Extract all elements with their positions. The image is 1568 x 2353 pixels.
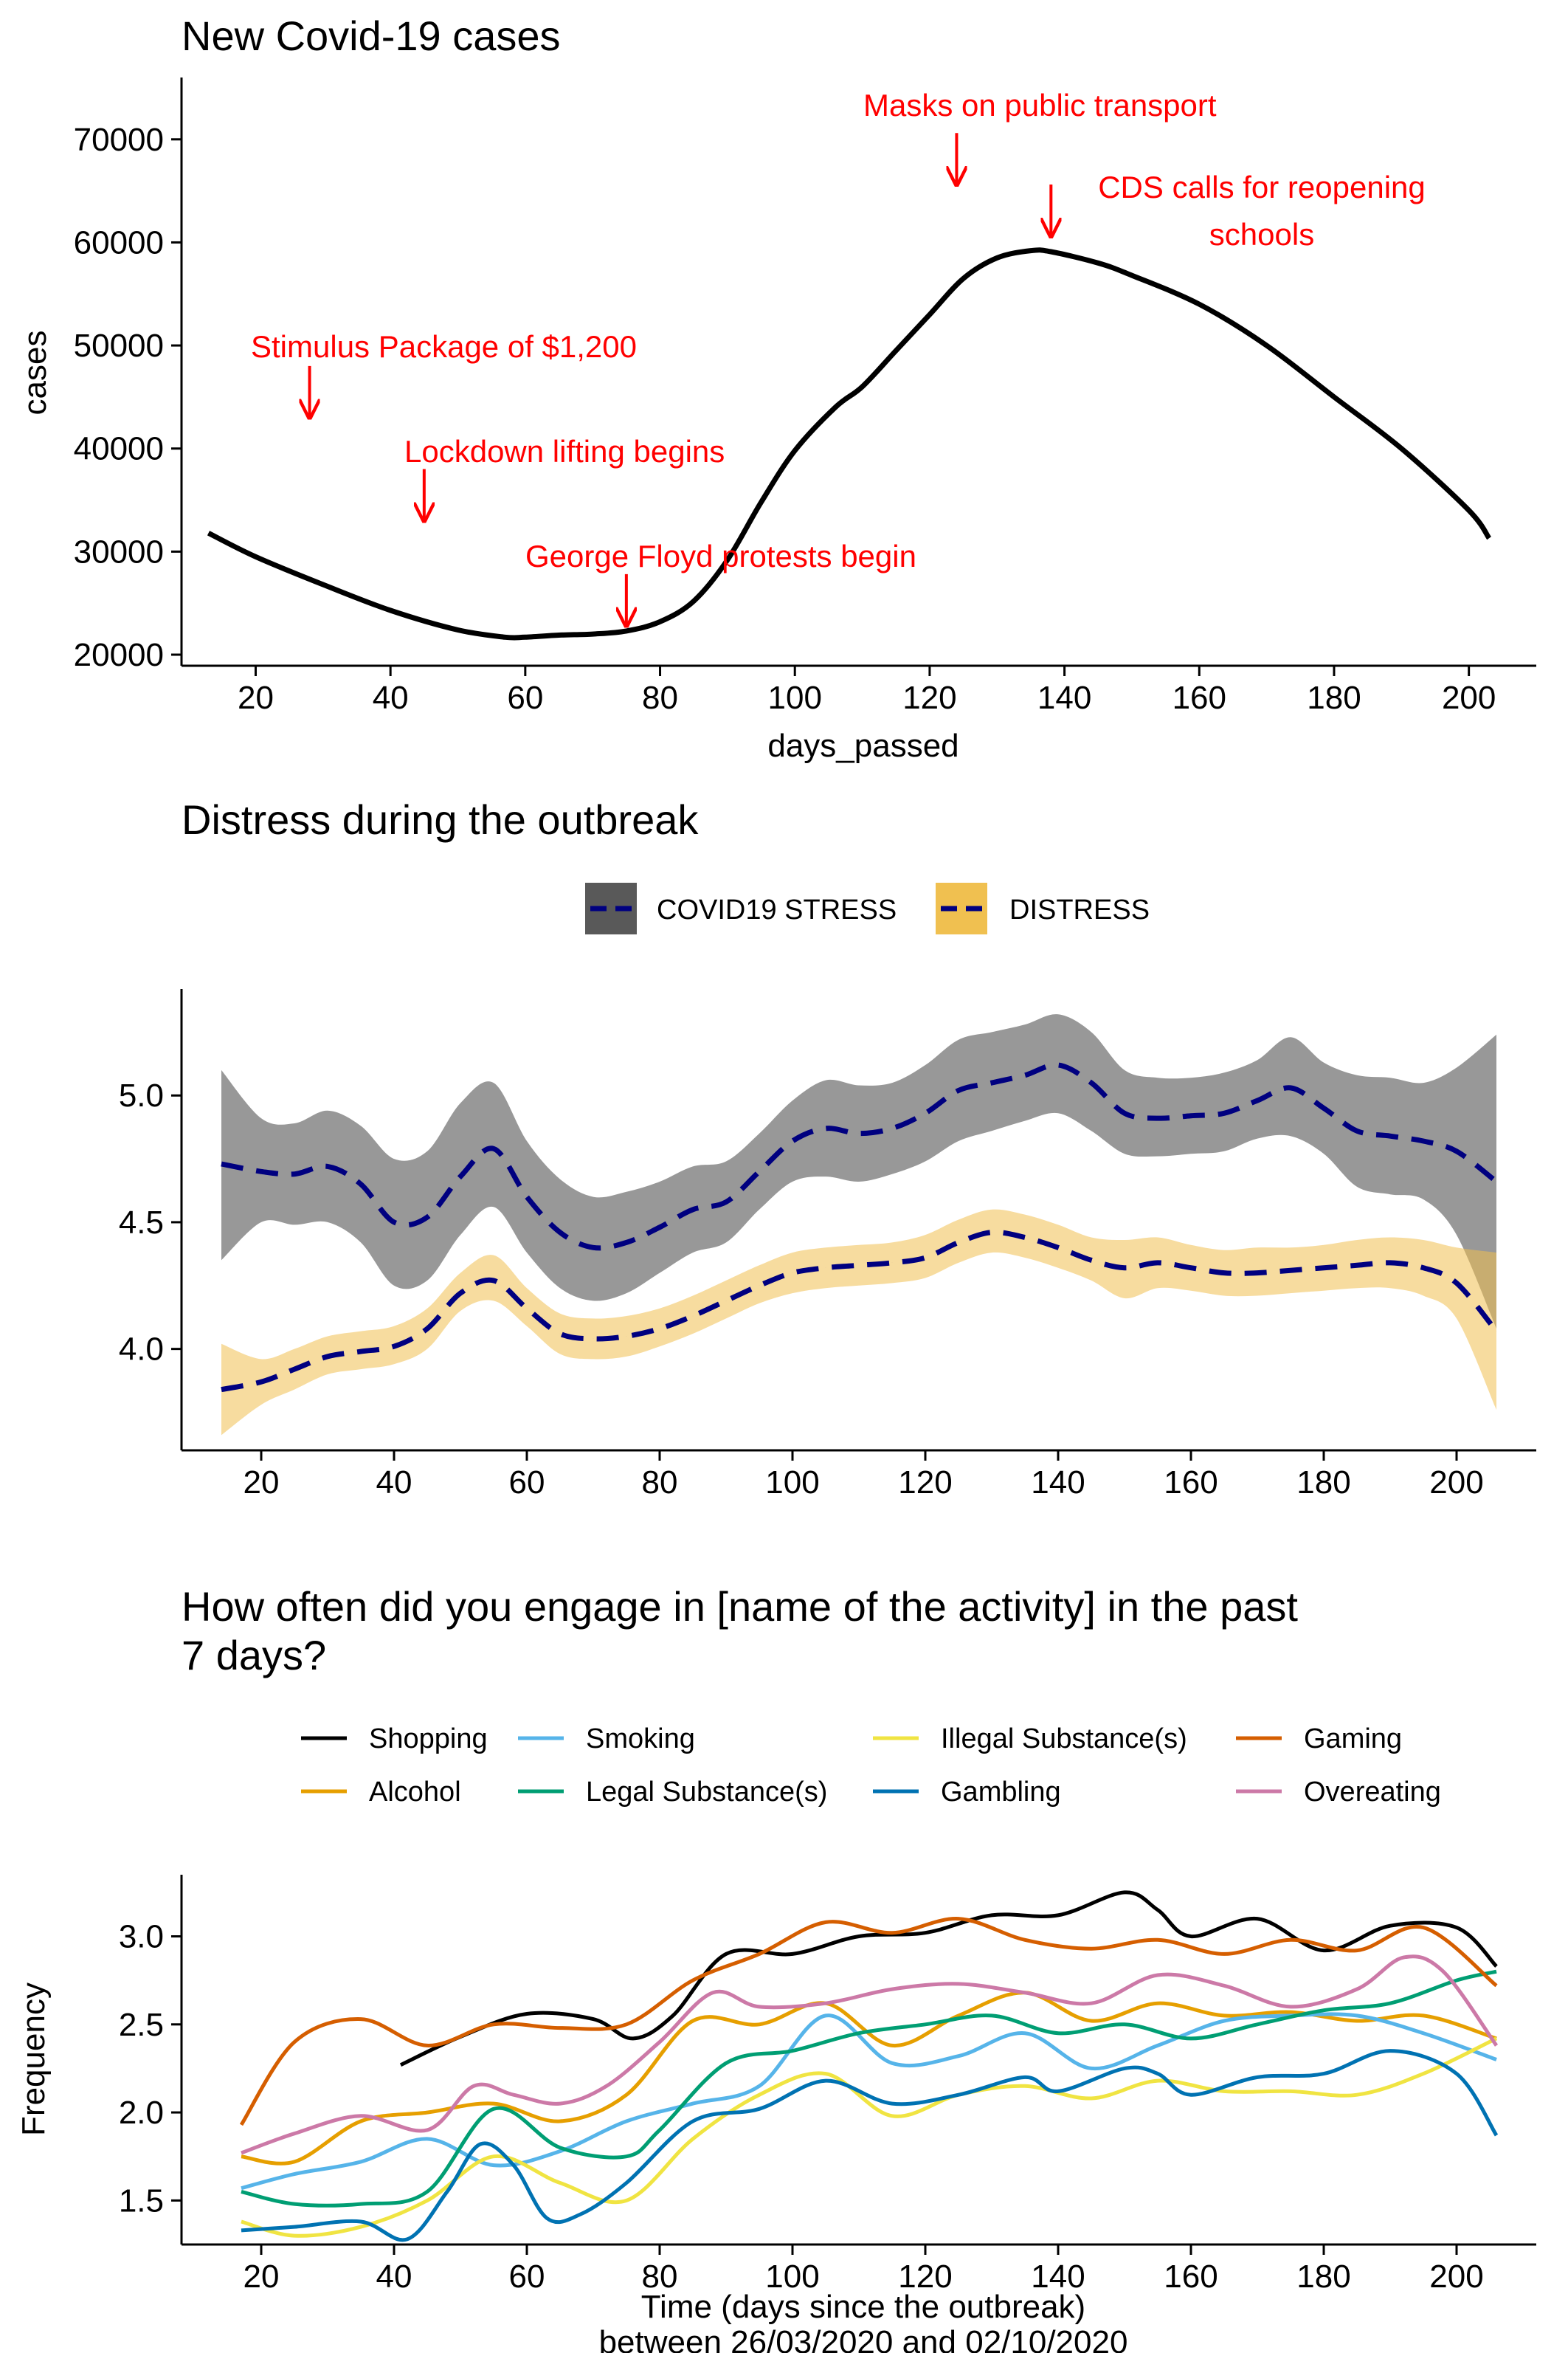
activities-x-tick-label-140: 140 — [1031, 2259, 1085, 2295]
legend-label-legal-substance-s: Legal Substance(s) — [586, 1777, 827, 1808]
activities-chart-title-line2: 7 days? — [182, 1632, 326, 1678]
activities-x-tick-label-60: 60 — [509, 2259, 545, 2295]
line-alcohol — [241, 1991, 1497, 2166]
line-overeating — [241, 1954, 1499, 2155]
cases-x-tick-label-200: 200 — [1442, 680, 1496, 716]
cases-y-tick-label-30000: 30000 — [74, 534, 164, 570]
line-distress — [221, 1230, 1499, 1393]
distress-x-tick-label-60: 60 — [509, 1464, 545, 1501]
activities-x-tick-label-200: 200 — [1429, 2259, 1483, 2295]
cases-ticks: 20 40 60 80 100 120 140 160 180 200 20000 30000 4000… — [74, 122, 1496, 716]
line-illegal-substance-s — [241, 2036, 1498, 2238]
distress-ticks: 20 40 60 80 100 120 140 160 180 200 4.0 4.5 5.0 — [119, 1078, 1484, 1501]
panel-distress: Distress during the outbreak COVID19 STR… — [119, 796, 1536, 1501]
annotation-floyd: George Floyd protests begin — [525, 539, 916, 573]
cases-chart-title: New Covid-19 cases — [182, 13, 561, 59]
activities-legend: Shopping Alcohol Smoking Legal Substance(s)… — [301, 1723, 1441, 1808]
activities-chart-title: How often did you engage in [name of the… — [182, 1583, 1298, 1630]
cases-plot-area — [207, 247, 1492, 641]
cases-x-tick-label-80: 80 — [642, 680, 678, 716]
activities-y-tick-label-2.5: 2.5 — [119, 2007, 164, 2043]
cases-y-axis-label: cases — [17, 331, 53, 416]
annotation-stimulus: Stimulus Package of $1,200 — [251, 329, 637, 364]
activities-x-tick-label-100: 100 — [765, 2259, 819, 2295]
distress-x-tick-label-80: 80 — [642, 1464, 678, 1501]
activities-y-tick-label-1.5: 1.5 — [119, 2183, 164, 2219]
cases-x-tick-label-100: 100 — [768, 680, 822, 716]
cases-x-tick-label-180: 180 — [1307, 680, 1361, 716]
distress-plot-area — [221, 1014, 1499, 1436]
activities-x-tick-label-120: 120 — [898, 2259, 952, 2295]
activities-x-axis-label: Time (days since the outbreak) — [641, 2289, 1085, 2325]
band-covid19-stress — [221, 1014, 1496, 1329]
annotation-lockdown: Lockdown lifting begins — [404, 434, 725, 469]
cases-x-tick-label-140: 140 — [1037, 680, 1091, 716]
annotation-masks: Masks on public transport — [863, 88, 1217, 123]
legend-label-illegal-substance-s: Illegal Substance(s) — [941, 1723, 1187, 1754]
distress-x-tick-label-200: 200 — [1429, 1464, 1483, 1501]
cases-line — [207, 247, 1492, 641]
cases-annotations: Stimulus Package of $1,200 Lockdown lift… — [251, 88, 1426, 626]
legend-label-alcohol: Alcohol — [369, 1777, 461, 1808]
activities-x-tick-label-20: 20 — [244, 2259, 280, 2295]
cases-x-tick-label-120: 120 — [902, 680, 956, 716]
activities-x-axis-label-line2: between 26/03/2020 and 02/10/2020 — [599, 2324, 1128, 2353]
cases-y-tick-label-60000: 60000 — [74, 224, 164, 261]
distress-legend: COVID19 STRESS DISTRESS — [585, 883, 1150, 934]
cases-x-axis-label: days_passed — [767, 728, 959, 764]
distress-x-tick-label-20: 20 — [244, 1464, 280, 1501]
cases-x-tick-label-20: 20 — [238, 680, 274, 716]
distress-x-tick-label-40: 40 — [376, 1464, 412, 1501]
legend-label-gambling: Gambling — [941, 1777, 1061, 1808]
distress-y-tick-label-5: 5.0 — [119, 1078, 164, 1114]
activities-y-tick-label-3: 3.0 — [119, 1919, 164, 1955]
legend-label-distress: DISTRESS — [1009, 895, 1150, 926]
activities-plot-area — [239, 1890, 1499, 2242]
activities-x-tick-label-180: 180 — [1296, 2259, 1350, 2295]
distress-y-tick-label-4.5: 4.5 — [119, 1205, 164, 1241]
line-legal-substance-s — [241, 1969, 1497, 2208]
distress-x-tick-label-180: 180 — [1296, 1464, 1350, 1501]
activities-ticks: 20 40 60 80 100 120 140 160 180 200 1.5 2.0 2.5 3.0 — [119, 1919, 1484, 2295]
cases-y-tick-label-20000: 20000 — [74, 637, 164, 673]
legend-label-overeating: Overeating — [1304, 1777, 1441, 1808]
legend-label-smoking: Smoking — [586, 1723, 695, 1754]
activities-y-axis-label: Frequency — [15, 1982, 52, 2136]
panel-cases: New Covid-19 cases 20 40 60 80 100 120 140 160 1… — [17, 13, 1536, 764]
cases-x-tick-label-40: 40 — [373, 680, 409, 716]
legend-label-shopping: Shopping — [369, 1723, 488, 1754]
activities-x-tick-label-40: 40 — [376, 2259, 412, 2295]
cases-x-tick-label-60: 60 — [507, 680, 543, 716]
activities-x-tick-label-160: 160 — [1164, 2259, 1218, 2295]
line-smoking — [241, 2012, 1497, 2191]
cases-y-tick-label-50000: 50000 — [74, 328, 164, 364]
line-gambling — [241, 2049, 1499, 2242]
legend-label-gaming: Gaming — [1304, 1723, 1402, 1754]
distress-x-tick-label-160: 160 — [1164, 1464, 1218, 1501]
annotation-cds: CDS calls for reopening — [1098, 170, 1426, 204]
activities-y-tick-label-2: 2.0 — [119, 2095, 164, 2131]
cases-y-tick-label-40000: 40000 — [74, 431, 164, 467]
distress-chart-title: Distress during the outbreak — [182, 796, 699, 843]
annotation-cds-line2: schools — [1209, 217, 1314, 252]
activities-x-tick-label-80: 80 — [642, 2259, 678, 2295]
distress-x-tick-label-140: 140 — [1031, 1464, 1085, 1501]
panel-activities: How often did you engage in [name of the… — [15, 1583, 1536, 2353]
distress-x-tick-label-120: 120 — [898, 1464, 952, 1501]
distress-x-tick-label-100: 100 — [765, 1464, 819, 1501]
cases-x-tick-label-160: 160 — [1172, 680, 1226, 716]
line-shopping — [399, 1890, 1498, 2067]
distress-y-tick-label-4: 4.0 — [119, 1331, 164, 1368]
cases-y-tick-label-70000: 70000 — [74, 122, 164, 158]
legend-label-covid19-stress: COVID19 STRESS — [657, 895, 897, 926]
